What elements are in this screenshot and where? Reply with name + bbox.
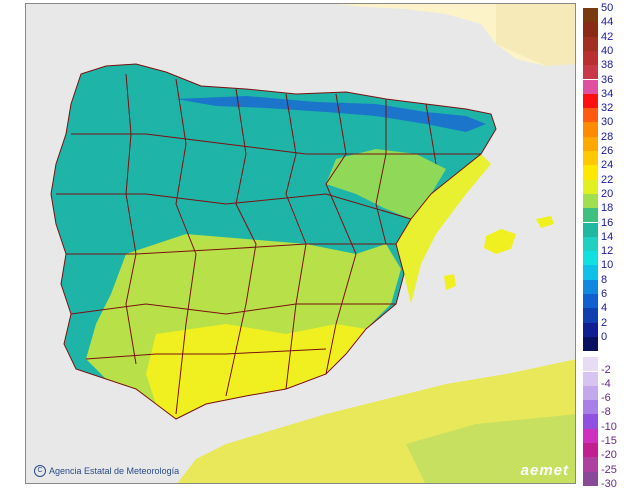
legend-swatch <box>583 428 598 443</box>
agency-credit: C Agencia Estatal de Meteorología <box>34 465 179 477</box>
legend-label: 22 <box>601 173 614 186</box>
legend-swatch <box>583 108 598 123</box>
legend-label: 12 <box>601 245 614 258</box>
credit-text: Agencia Estatal de Meteorología <box>49 466 180 476</box>
legend-swatch <box>583 294 598 309</box>
legend-swatch <box>583 385 598 401</box>
legend-swatch <box>583 122 598 137</box>
legend-label: 30 <box>601 116 614 129</box>
legend-label: -30 <box>601 477 617 490</box>
legend-swatch <box>583 8 598 23</box>
legend-swatch <box>583 251 598 266</box>
temperature-map: C Agencia Estatal de Meteorología aemet <box>25 3 576 484</box>
legend-swatch <box>583 322 598 337</box>
menorca <box>536 216 554 228</box>
province-borders <box>50 63 497 420</box>
color-legend: 50 44 42 40 38 36 34 32 30 28 26 24 22 20 18 16 14 12 10 8 6… <box>583 2 629 490</box>
legend-label: 20 <box>601 187 614 200</box>
legend-label: 4 <box>601 302 608 315</box>
legend-label: -10 <box>601 420 617 433</box>
legend-swatch <box>583 93 598 109</box>
legend-swatch <box>583 193 598 209</box>
aemet-logo: aemet <box>520 462 569 479</box>
legend-swatch <box>583 371 598 386</box>
legend-swatch <box>583 400 598 415</box>
legend-label: 18 <box>601 202 614 215</box>
legend-swatch <box>583 136 598 151</box>
copyright-icon: C <box>34 465 46 477</box>
legend-swatch <box>583 50 598 66</box>
legend-label: 0 <box>601 330 608 343</box>
legend-label: -6 <box>601 392 611 405</box>
legend-swatch <box>583 308 598 323</box>
legend-swatch <box>583 357 598 372</box>
france-land-east <box>496 4 575 66</box>
legend-swatch <box>583 457 598 472</box>
legend-swatch <box>583 279 598 294</box>
legend-swatch <box>583 265 598 280</box>
legend-label: 40 <box>601 44 614 57</box>
legend-swatch <box>583 165 598 180</box>
legend-label: 10 <box>601 259 614 272</box>
legend-label: 38 <box>601 59 614 72</box>
legend-label: 8 <box>601 273 608 286</box>
ibiza <box>444 274 456 290</box>
legend-label: -4 <box>601 377 611 390</box>
legend-swatch <box>583 151 598 166</box>
legend-label: 6 <box>601 288 608 300</box>
legend-label: 2 <box>601 316 608 329</box>
legend-label: -20 <box>601 449 617 462</box>
legend-swatch <box>583 65 598 80</box>
legend-label: 42 <box>601 30 614 43</box>
legend-label: 50 <box>601 2 614 14</box>
legend-label: 28 <box>601 130 614 143</box>
legend-label: -25 <box>601 463 617 476</box>
legend-swatch <box>583 79 598 94</box>
south-hot-zone <box>146 324 366 419</box>
legend-label: 26 <box>601 145 614 157</box>
legend-swatch <box>583 236 598 252</box>
legend-swatch <box>583 471 598 486</box>
north-africa-inland <box>406 414 575 483</box>
legend-label: 34 <box>601 87 614 100</box>
legend-label: 44 <box>601 16 614 29</box>
legend-swatch <box>583 179 598 194</box>
legend-label: -2 <box>601 363 611 376</box>
legend-swatch <box>583 208 598 223</box>
legend-swatch <box>583 222 598 237</box>
map-canvas <box>26 4 575 483</box>
legend-swatch <box>583 443 598 458</box>
legend-swatch <box>583 22 598 37</box>
legend-swatch <box>583 336 598 352</box>
pyrenees-cold <box>176 96 486 132</box>
east-coast-zone <box>396 154 491 304</box>
legend-label: -15 <box>601 435 617 447</box>
mallorca <box>484 229 516 254</box>
legend-label: -8 <box>601 406 611 419</box>
legend-label: 14 <box>601 230 614 243</box>
legend-label: 16 <box>601 216 614 229</box>
legend-swatch <box>583 414 598 429</box>
legend-swatch <box>583 36 598 51</box>
ebro-valley <box>326 149 446 219</box>
legend-label: 32 <box>601 102 614 115</box>
legend-label: 24 <box>601 159 614 172</box>
legend-label: 36 <box>601 73 614 86</box>
